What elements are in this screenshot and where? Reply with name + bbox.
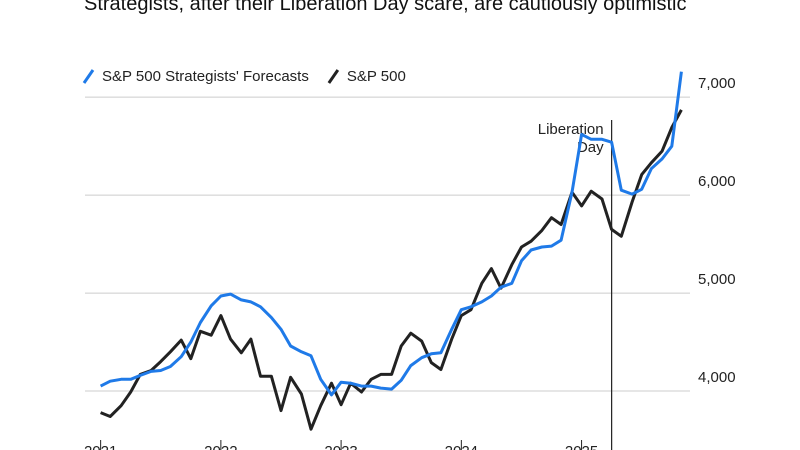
- legend-label: S&P 500: [347, 68, 406, 85]
- y-tick-label: 4,000: [698, 369, 736, 386]
- x-tick-label: 2025: [565, 443, 598, 450]
- legend-swatch: [327, 69, 340, 84]
- series-line: [99, 71, 683, 397]
- x-tick-label: 2023: [324, 443, 357, 450]
- series-line: [100, 109, 683, 431]
- x-tick-label: 2024: [445, 443, 478, 450]
- x-tick-label: 2021: [84, 443, 117, 450]
- x-tick-label: 2022: [204, 443, 237, 450]
- y-tick-label: 5,000: [698, 271, 736, 288]
- annotation-label: Day: [577, 139, 604, 156]
- annotation-label: Liberation: [538, 121, 604, 138]
- legend-swatch: [82, 69, 95, 84]
- legend-label: S&P 500 Strategists' Forecasts: [102, 68, 309, 85]
- y-tick-label: 6,000: [698, 173, 736, 190]
- y-tick-label: 7,000: [698, 75, 736, 92]
- chart-title: Strategists, after their Liberation Day …: [84, 0, 687, 15]
